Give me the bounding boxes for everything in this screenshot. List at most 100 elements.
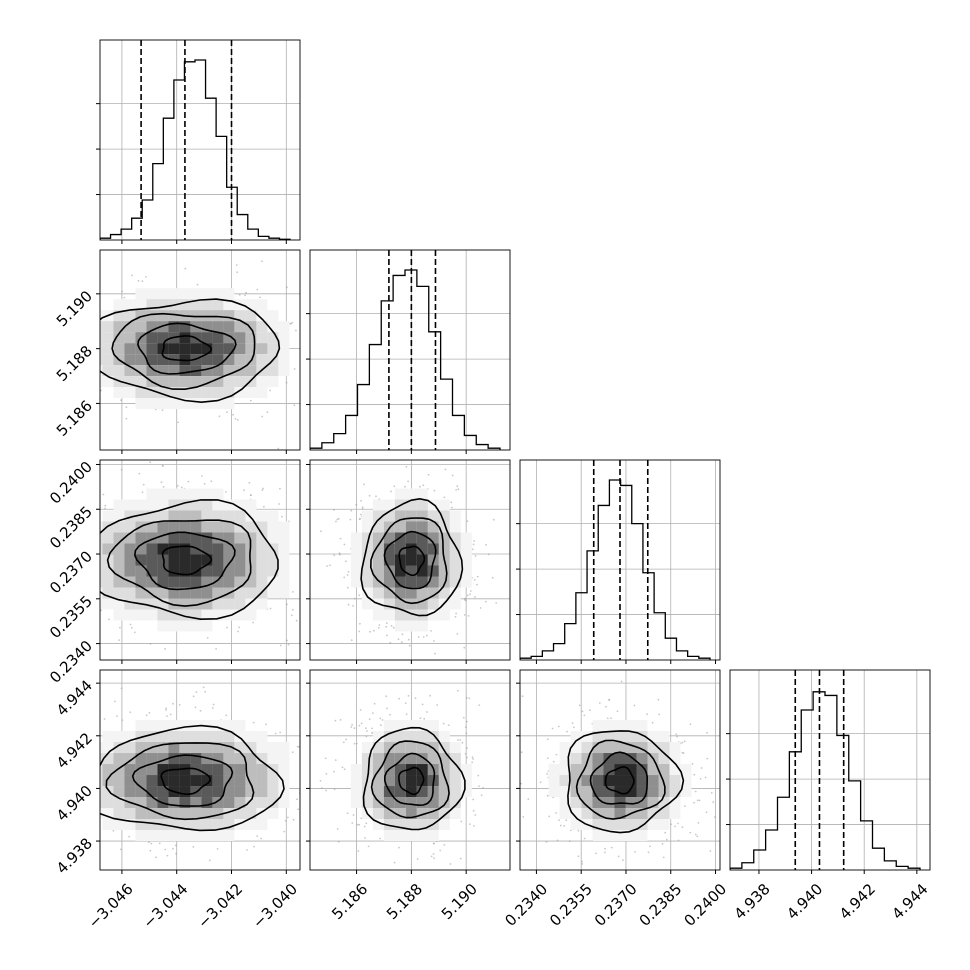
sample-point — [149, 643, 152, 645]
density-cell — [614, 775, 626, 787]
sample-point — [343, 543, 346, 546]
sample-point — [429, 694, 431, 697]
sample-point — [432, 880, 434, 882]
density-cells — [350, 488, 472, 632]
sample-point — [359, 622, 361, 625]
density-cell — [394, 488, 406, 500]
density-cell — [201, 775, 213, 787]
sample-point — [305, 775, 307, 777]
density-cell — [157, 299, 169, 311]
density-cell — [179, 720, 191, 732]
sample-point — [121, 290, 123, 293]
density-cell — [603, 764, 615, 776]
density-cell — [245, 764, 257, 776]
sample-point — [474, 555, 477, 557]
density-cell — [223, 499, 235, 511]
density-cell — [460, 764, 472, 776]
contour-level-0 — [604, 766, 635, 795]
sample-point — [351, 723, 353, 726]
density-cell — [245, 598, 257, 610]
sample-point — [155, 856, 157, 859]
density-cell — [201, 365, 213, 377]
x-tick-label: 0.2355 — [546, 880, 596, 930]
density-cell — [100, 554, 103, 566]
density-cell — [614, 742, 626, 754]
density-cell — [201, 499, 213, 511]
sample-point — [12, 498, 14, 500]
density-cell — [201, 565, 213, 577]
panel-frame — [519, 669, 721, 871]
sample-point — [249, 399, 252, 402]
density-cell — [625, 830, 637, 842]
sample-point — [406, 872, 408, 874]
density-cell — [405, 720, 417, 732]
sample-point — [302, 349, 304, 351]
sample-point — [45, 778, 47, 780]
sample-point — [17, 559, 19, 561]
sample-point — [419, 485, 421, 488]
density-cell — [234, 797, 246, 809]
sample-point — [160, 481, 163, 484]
sample-point — [339, 719, 342, 721]
density-cell — [223, 299, 235, 311]
sample-point — [131, 274, 133, 277]
sample-point — [44, 324, 46, 326]
density-cell — [658, 764, 670, 776]
density-cell — [212, 343, 224, 355]
sample-point — [293, 368, 296, 370]
density-cell — [234, 587, 246, 599]
density-cell — [113, 365, 125, 377]
density-cell — [223, 797, 235, 809]
density-cell — [647, 808, 659, 820]
density-cell — [146, 365, 158, 377]
sample-point — [583, 837, 586, 840]
density-cell — [135, 310, 147, 322]
density-cell — [223, 288, 235, 300]
density-cell — [113, 587, 125, 599]
density-cell — [102, 808, 114, 820]
density-cell — [212, 598, 224, 610]
sample-point — [315, 809, 317, 811]
density-cell — [157, 532, 169, 544]
density-cell — [234, 499, 246, 511]
density-cell — [168, 731, 180, 743]
sample-point — [363, 825, 366, 828]
density-cell — [135, 786, 147, 798]
density-cell — [212, 510, 224, 522]
density-cell — [278, 753, 290, 765]
sample-point — [462, 716, 465, 719]
sample-point — [492, 518, 495, 521]
density-cell — [278, 532, 290, 544]
sample-point — [696, 835, 699, 838]
histogram-panel-1 — [310, 250, 510, 450]
contour-level-1 — [383, 530, 437, 590]
sample-point — [581, 860, 583, 863]
sample-point — [315, 352, 317, 354]
sample-point — [349, 342, 351, 344]
density-cell — [636, 742, 648, 754]
density-cell — [234, 609, 246, 621]
density-cell — [168, 808, 180, 820]
density-cell — [449, 797, 461, 809]
contours — [360, 497, 464, 617]
density-cell — [278, 742, 290, 754]
density-cell — [427, 587, 439, 599]
sample-point — [269, 607, 272, 610]
sample-point — [433, 640, 435, 642]
density-cell — [372, 499, 384, 511]
sample-point — [274, 732, 277, 735]
density-cell — [625, 764, 637, 776]
density-cell — [179, 387, 191, 399]
sample-point — [161, 409, 164, 411]
sample-point — [349, 518, 352, 521]
sample-point — [457, 689, 459, 692]
density-cell — [383, 576, 395, 588]
sample-point — [100, 389, 102, 392]
density-cell — [157, 398, 169, 410]
contour-level-0 — [160, 767, 211, 796]
density-cell — [100, 332, 103, 344]
sample-point — [320, 522, 322, 524]
sample-point — [149, 849, 152, 852]
density-cell — [157, 609, 169, 621]
density-cell — [102, 532, 114, 544]
